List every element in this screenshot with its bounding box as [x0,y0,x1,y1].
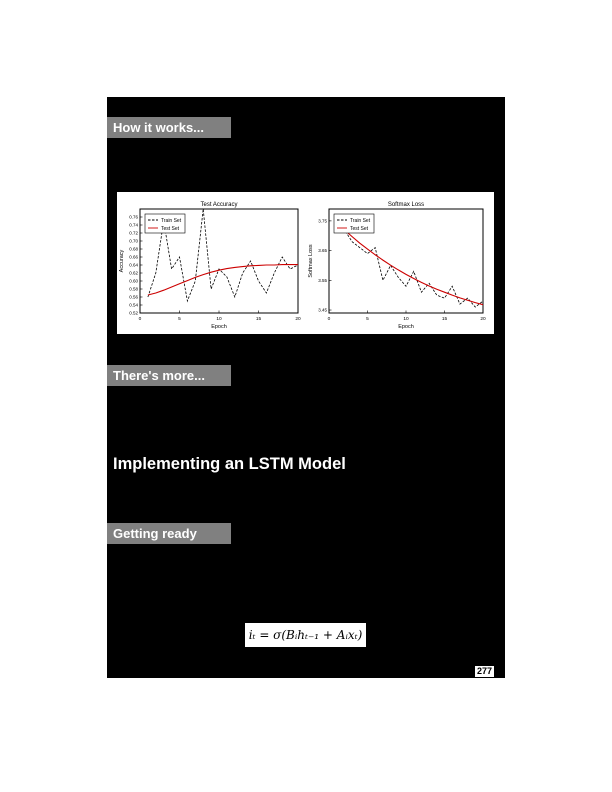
chart-2-xtick-label: 10 [403,316,409,322]
chart-2-series-2-line [336,221,484,306]
chapter-heading: Implementing an LSTM Model [113,455,346,473]
chart-2-xtick-label: 0 [328,316,331,322]
section-label-getting-ready: Getting ready [107,523,231,544]
chart-1-ytick-label: 0.76 [129,215,138,220]
chart-1-ylabel: Accuracy [119,249,125,272]
chart-1-ytick-label: 0.66 [129,255,138,260]
page-number: 277 [475,666,494,677]
chart-2-xlabel: Epoch [398,324,414,330]
chart-2-ytick-label: 3.75 [318,218,327,223]
chart-1-ytick-label: 0.72 [129,231,138,236]
chart-1-xtick-label: 5 [178,316,181,322]
chart-2-legend-label-1: Train Set [350,218,371,224]
chart-1-legend-label-1: Train Set [161,218,182,224]
chart-1-xtick-label: 0 [139,316,142,322]
chart-1-ytick-label: 0.74 [129,223,138,228]
chart-1-ytick-label: 0.58 [129,287,138,292]
chart-2-ylabel: Softmax Loss [308,244,314,278]
chart-2-xtick-label: 5 [366,316,369,322]
chart-2-series-1-line [336,217,484,308]
chart-1-legend-label-2: Test Set [161,226,180,232]
chart-1-ytick-label: 0.56 [129,295,138,300]
chart-1-ytick-label: 0.68 [129,247,138,252]
section-label-how-it-works: How it works... [107,117,231,138]
chart-1-ytick-label: 0.52 [129,311,138,316]
chart-2-ytick-label: 3.65 [318,248,327,253]
chart-1-title: Test Accuracy [200,202,237,208]
chart-1-ytick-label: 0.54 [129,303,138,308]
chart-1-ytick-label: 0.64 [129,263,138,268]
chart-2-xtick-label: 15 [442,316,448,322]
chart-1-ytick-label: 0.62 [129,271,138,276]
chart-2-xtick-label: 20 [480,316,486,322]
chart-1-xtick-label: 15 [256,316,262,322]
chart-1-series-2-line [147,264,298,296]
formula: iₜ = σ(Bᵢhₜ₋₁ + Aᵢxₜ) [245,623,366,647]
chart-2-ytick-label: 3.55 [318,278,327,283]
section-label-theres-more: There's more... [107,365,231,386]
chart-svg: Test Accuracy Epoch Accuracy 0 5 10 15 20 0.52 0.… [119,202,486,330]
chart-2-legend-label-2: Test Set [350,226,369,232]
chart-1-series-1-line [147,208,299,303]
chart-figure: Test Accuracy Epoch Accuracy 0 5 10 15 20 0.52 0.… [117,192,494,334]
chart-1-xlabel: Epoch [211,324,227,330]
chart-1-ytick-label: 0.70 [129,239,138,244]
chart-1-xtick-label: 20 [295,316,301,322]
chart-1-ytick-label: 0.60 [129,279,138,284]
chart-2-title: Softmax Loss [388,202,424,208]
chart-2-ytick-label: 3.45 [318,308,327,313]
chart-1-xtick-label: 10 [216,316,222,322]
page-panel [107,97,505,678]
